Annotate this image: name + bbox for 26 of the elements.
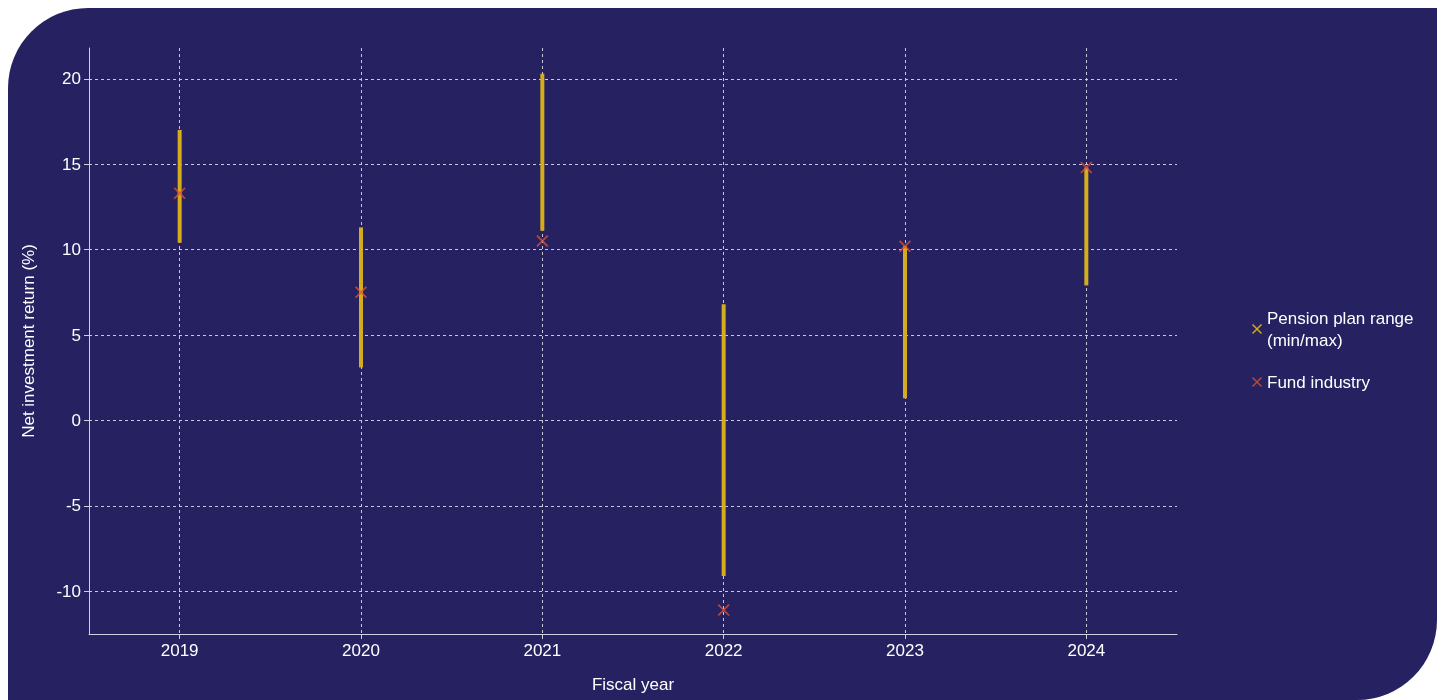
bar xyxy=(1084,167,1089,286)
x-tick-label: 2020 xyxy=(342,641,380,660)
bar xyxy=(540,73,545,231)
x-tick-label: 2023 xyxy=(886,641,924,660)
x-tick-label: 2019 xyxy=(160,641,199,660)
x-tick-label: 2022 xyxy=(704,641,743,660)
bar xyxy=(177,130,182,243)
point xyxy=(1080,161,1093,174)
y-axis-title: Net investment return (%) xyxy=(19,244,38,438)
y-tick-label: 15 xyxy=(62,154,81,174)
y-tick-label: 20 xyxy=(62,69,81,89)
y-tick-label: 0 xyxy=(71,410,81,430)
x-tick-label: 2024 xyxy=(1067,641,1106,660)
x-axis-title: Fiscal year xyxy=(591,675,675,694)
legend-label: Fund industry xyxy=(1267,372,1371,392)
point xyxy=(899,240,911,253)
bar xyxy=(359,227,363,368)
y-tick-label: -5 xyxy=(65,496,81,516)
bar xyxy=(721,304,726,576)
x-tick-label: 2021 xyxy=(523,641,562,660)
y-tick-label: 5 xyxy=(71,325,81,345)
y-tick-label: -10 xyxy=(56,581,81,601)
legend-label: Pension plan range (min/max) xyxy=(1267,308,1419,350)
y-tick-label: 10 xyxy=(62,240,81,260)
bar xyxy=(903,246,907,399)
point xyxy=(173,187,186,200)
